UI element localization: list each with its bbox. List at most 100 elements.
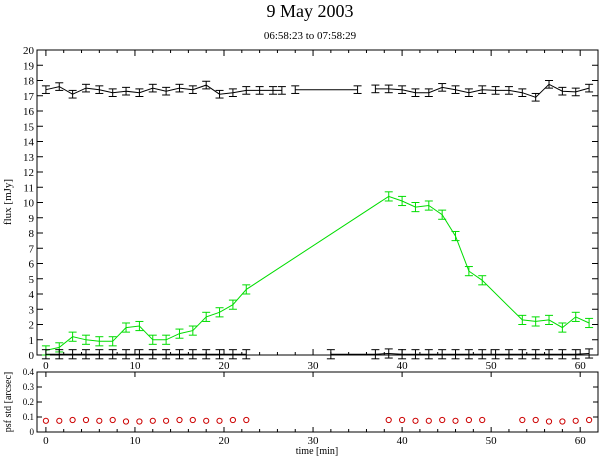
psf-point (163, 417, 170, 424)
error-bar (384, 84, 393, 94)
flux-y-tick-label: 5 (29, 274, 35, 286)
psf-point (559, 418, 566, 425)
flux-x-tick-label: 30 (308, 360, 320, 372)
error-bar (95, 336, 104, 347)
flux-y-tick-label: 8 (29, 228, 35, 240)
error-bar (68, 349, 77, 360)
psf-x-tick-label: 60 (575, 435, 587, 447)
psf-point (82, 416, 90, 424)
psf-x-tick-label: 10 (129, 435, 141, 447)
error-bar (451, 230, 460, 242)
error-bar (255, 86, 264, 95)
error-bar (585, 348, 594, 359)
flux-y-axis-label: flux [mJy] (2, 179, 14, 225)
psf-point (586, 416, 593, 424)
flux-y-tick-label: 0 (29, 350, 35, 362)
x-axis-label: time [min] (296, 446, 339, 457)
psf-point (399, 416, 406, 424)
psf-point (136, 418, 143, 425)
error-bar (162, 349, 171, 360)
error-bar (162, 86, 171, 96)
error-bar (175, 349, 184, 360)
error-bar (438, 83, 447, 92)
error-bar (424, 88, 433, 98)
flux-x-tick-label: 0 (43, 360, 49, 372)
flux-series-2 (41, 348, 594, 360)
error-bar (491, 86, 500, 95)
psf-point (452, 417, 459, 424)
error-bar (518, 88, 527, 98)
error-bar (135, 320, 144, 332)
psf-point (149, 417, 156, 424)
psf-series-0 (42, 416, 593, 425)
error-bar (202, 311, 211, 322)
psf-y-tick-label: 0 (30, 427, 35, 437)
flux-y-tick-label: 15 (23, 121, 35, 133)
error-bar (398, 195, 407, 207)
error-bar (585, 83, 594, 93)
error-bar (135, 88, 144, 98)
error-bar (291, 85, 300, 94)
psf-point (229, 416, 236, 424)
error-bar (398, 349, 407, 360)
psf-point (109, 416, 116, 424)
error-bar (122, 86, 131, 96)
flux-y-tick-label: 9 (29, 213, 35, 225)
error-bar (81, 349, 90, 360)
flux-y-tick-label: 12 (23, 167, 34, 179)
error-bar (326, 349, 335, 360)
error-bar (188, 325, 197, 336)
psf-point (56, 417, 63, 424)
flux-y-tick-label: 7 (29, 243, 35, 255)
error-bar (215, 307, 224, 318)
chart-subtitle: 06:58:23 to 07:58:29 (264, 30, 357, 42)
error-bar (478, 85, 487, 94)
error-bar (438, 349, 447, 360)
flux-y-tick-label: 17 (23, 91, 35, 103)
error-bar (242, 284, 251, 295)
error-bar (491, 349, 500, 360)
error-bar (108, 336, 117, 347)
psf-y-tick-label: 0.4 (23, 367, 35, 377)
error-bar (398, 85, 407, 94)
error-bar (451, 349, 460, 360)
error-bar (571, 349, 580, 360)
error-bar (81, 83, 90, 93)
error-bar (518, 314, 527, 325)
psf-point (176, 416, 183, 424)
psf-x-tick-label: 0 (43, 435, 49, 447)
psf-point (465, 416, 472, 424)
flux-y-tick-label: 3 (29, 304, 35, 316)
error-bar (411, 88, 420, 98)
error-bar (277, 86, 286, 95)
error-bar (371, 349, 380, 360)
psf-point (439, 416, 446, 424)
error-bar (464, 266, 473, 277)
psf-point (69, 416, 76, 424)
error-bar (215, 349, 224, 360)
flux-y-tick-label: 14 (23, 137, 35, 149)
error-bar (384, 348, 393, 359)
psf-x-tick-label: 20 (219, 435, 231, 447)
error-bar (353, 85, 362, 94)
error-bar (424, 349, 433, 360)
psf-point (216, 417, 223, 424)
psf-point (243, 416, 250, 424)
error-bar (41, 85, 50, 94)
flux-x-tick-label: 40 (397, 360, 409, 372)
flux-x-tick-label: 50 (486, 360, 498, 372)
error-bar (478, 349, 487, 360)
flux-y-tick-label: 19 (23, 60, 35, 72)
flux-y-tick-label: 1 (29, 335, 35, 347)
flux-plot-frame (36, 49, 599, 356)
error-bar (108, 88, 117, 98)
psf-point (425, 417, 432, 424)
flux-series-1 (41, 191, 594, 356)
error-bar (122, 322, 131, 333)
error-bar (188, 349, 197, 360)
flux-x-tick-label: 10 (129, 360, 141, 372)
flux-y-tick-label: 2 (29, 320, 35, 332)
psf-point (122, 418, 130, 425)
error-bar (478, 275, 487, 286)
